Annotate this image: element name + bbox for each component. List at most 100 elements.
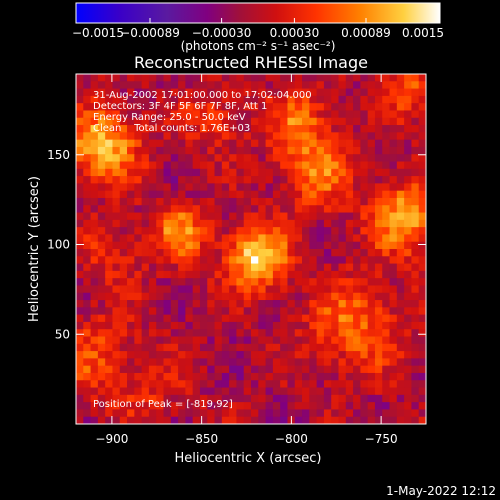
heatmap-cell	[221, 81, 230, 89]
heatmap-cell	[309, 249, 318, 257]
heatmap-cell	[141, 278, 150, 286]
heatmap-cell	[251, 372, 259, 381]
heatmap-cell	[127, 263, 135, 272]
heatmap-cell	[156, 219, 164, 228]
heatmap-cell	[367, 256, 376, 264]
heatmap-cell	[294, 416, 303, 424]
heatmap-cell	[316, 190, 325, 199]
heatmap-cell	[178, 300, 186, 308]
heatmap-cell	[76, 146, 84, 155]
heatmap-cell	[345, 197, 354, 206]
heatmap-cell	[134, 314, 143, 323]
heatmap-cell	[272, 416, 281, 424]
heatmap-cell	[353, 146, 361, 155]
heatmap-cell	[221, 241, 230, 250]
heatmap-cell	[404, 205, 412, 213]
heatmap-cell	[127, 336, 135, 345]
heatmap-cell	[236, 343, 245, 352]
heatmap-cell	[83, 372, 91, 381]
heatmap-cell	[251, 285, 259, 294]
heatmap-cell	[345, 307, 354, 316]
heatmap-cell	[192, 190, 201, 199]
heatmap-cell	[83, 402, 91, 410]
heatmap-cell	[148, 95, 157, 104]
heatmap-cell	[127, 197, 135, 206]
heatmap-cell	[258, 125, 266, 133]
heatmap-cell	[112, 358, 121, 367]
heatmap-cell	[396, 139, 405, 148]
heatmap-cell	[236, 95, 245, 104]
heatmap-cell	[309, 212, 318, 221]
heatmap-cell	[294, 81, 303, 89]
heatmap-cell	[112, 234, 121, 243]
heatmap-cell	[127, 161, 135, 170]
heatmap-cell	[127, 300, 135, 308]
heatmap-cell	[309, 358, 318, 367]
heatmap-cell	[411, 190, 420, 199]
heatmap-cell	[127, 416, 135, 424]
heatmap-cell	[243, 321, 252, 330]
heatmap-cell	[309, 103, 318, 111]
heatmap-cell	[185, 285, 194, 294]
heatmap-cell	[170, 365, 179, 374]
heatmap-cell	[404, 219, 412, 228]
heatmap-cell	[229, 183, 237, 192]
heatmap-cell	[185, 307, 194, 316]
heatmap-cell	[229, 117, 237, 126]
heatmap-cell	[353, 270, 361, 279]
heatmap-cell	[178, 154, 186, 162]
heatmap-cell	[367, 387, 376, 396]
heatmap-cell	[360, 416, 369, 424]
heatmap-cell	[97, 132, 106, 141]
heatmap-cell	[214, 256, 223, 264]
heatmap-cell	[287, 161, 296, 170]
heatmap-cell	[411, 394, 420, 403]
heatmap-cell	[338, 103, 347, 111]
heatmap-cell	[207, 154, 215, 162]
heatmap-cell	[418, 212, 426, 221]
heatmap-cell	[141, 249, 150, 257]
heatmap-cell	[382, 132, 390, 141]
heatmap-cell	[287, 372, 296, 381]
heatmap-cell	[389, 205, 398, 213]
heatmap-cell	[396, 329, 405, 337]
heatmap-cell	[134, 278, 143, 286]
heatmap-cell	[156, 212, 164, 221]
heatmap-cell	[374, 292, 383, 301]
heatmap-cell	[353, 212, 361, 221]
heatmap-cell	[404, 146, 412, 155]
heatmap-cell	[272, 125, 281, 133]
heatmap-cell	[185, 183, 194, 192]
heatmap-cell	[156, 365, 164, 374]
heatmap-cell	[185, 416, 194, 424]
heatmap-cell	[353, 292, 361, 301]
heatmap-cell	[367, 336, 376, 345]
heatmap-cell	[178, 110, 186, 119]
heatmap-cell	[134, 416, 143, 424]
heatmap-cell	[309, 365, 318, 374]
heatmap-cell	[134, 212, 143, 221]
heatmap-cell	[396, 416, 405, 424]
heatmap-cell	[127, 402, 135, 410]
heatmap-cell	[396, 183, 405, 192]
heatmap-cell	[221, 256, 230, 264]
heatmap-cell	[309, 197, 318, 206]
heatmap-cell	[243, 197, 252, 206]
heatmap-cell	[302, 88, 310, 97]
heatmap-cell	[141, 351, 150, 359]
heatmap-cell	[353, 358, 361, 367]
heatmap-cell	[105, 190, 113, 199]
heatmap-cell	[90, 300, 99, 308]
heatmap-cell	[83, 146, 91, 155]
heatmap-cell	[105, 249, 113, 257]
heatmap-cell	[127, 212, 135, 221]
heatmap-cell	[280, 117, 288, 126]
heatmap-cell	[316, 409, 325, 418]
heatmap-cell	[382, 285, 390, 294]
heatmap-cell	[105, 336, 113, 345]
heatmap-cell	[156, 372, 164, 381]
heatmap-cell	[323, 190, 332, 199]
heatmap-cell	[345, 314, 354, 323]
heatmap-cell	[374, 161, 383, 170]
heatmap-cell	[258, 249, 266, 257]
